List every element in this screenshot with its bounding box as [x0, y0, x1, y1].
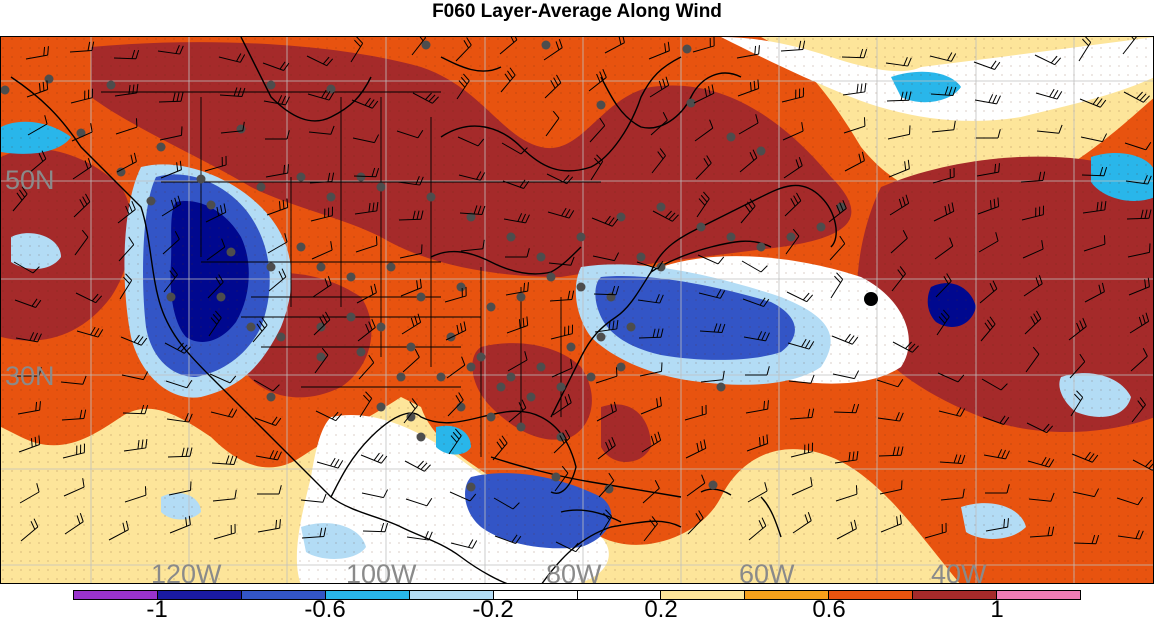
- station-marker: [697, 223, 706, 232]
- station-marker: [757, 147, 766, 156]
- station-marker: [709, 481, 718, 490]
- station-marker: [487, 303, 496, 312]
- lon-label-80w: 80W: [546, 559, 602, 584]
- station-marker: [467, 363, 476, 372]
- station-marker: [207, 201, 216, 210]
- colorbar-tick-label: -1: [146, 598, 167, 622]
- station-marker: [757, 243, 766, 252]
- station-marker: [437, 373, 446, 382]
- lon-label-100w: 100W: [346, 559, 417, 584]
- station-marker: [597, 333, 606, 342]
- station-marker: [427, 193, 436, 202]
- station-marker: [347, 273, 356, 282]
- station-marker: [317, 323, 326, 332]
- station-marker: [267, 81, 276, 90]
- station-marker: [197, 175, 206, 184]
- map-panel: 50N 30N 120W 100W 80W 60W 40W: [0, 36, 1154, 584]
- station-marker: [487, 413, 496, 422]
- station-marker: [557, 383, 566, 392]
- station-marker: [817, 223, 826, 232]
- station-marker: [617, 213, 626, 222]
- station-marker: [517, 293, 526, 302]
- station-marker: [607, 293, 616, 302]
- station-marker: [357, 173, 366, 182]
- station-marker: [683, 45, 692, 54]
- station-marker: [377, 323, 386, 332]
- station-marker: [597, 101, 606, 110]
- colorbar-tick-label: -0.2: [472, 598, 513, 622]
- station-marker: [457, 403, 466, 412]
- station-marker: [537, 363, 546, 372]
- station-marker: [542, 41, 551, 50]
- station-marker: [257, 183, 266, 192]
- station-marker: [247, 323, 256, 332]
- station-marker: [277, 333, 286, 342]
- station-marker: [157, 143, 166, 152]
- lat-label-50n: 50N: [5, 165, 55, 195]
- colorbar-tick-label: 0.6: [812, 598, 845, 622]
- station-marker: [147, 197, 156, 206]
- station-marker: [357, 348, 366, 357]
- station-marker: [507, 233, 516, 242]
- station-marker: [327, 85, 336, 94]
- highlight-station-marker: [864, 292, 878, 306]
- station-marker: [447, 333, 456, 342]
- station-marker: [387, 263, 396, 272]
- colorbar-tick-label: -0.6: [304, 598, 345, 622]
- station-marker: [167, 293, 176, 302]
- station-marker: [377, 403, 386, 412]
- station-marker: [77, 129, 86, 138]
- station-marker: [217, 293, 226, 302]
- lon-label-40w: 40W: [931, 559, 987, 584]
- station-marker: [727, 133, 736, 142]
- station-marker: [267, 263, 276, 272]
- station-marker: [477, 353, 486, 362]
- colorbar-tick-label: 0.2: [644, 598, 677, 622]
- station-marker: [657, 203, 666, 212]
- station-marker: [45, 75, 54, 84]
- station-marker: [457, 283, 466, 292]
- lon-label-120w: 120W: [151, 559, 222, 584]
- colorbar-tick-label: 1: [990, 598, 1003, 622]
- station-marker: [407, 343, 416, 352]
- station-marker: [497, 383, 506, 392]
- station-marker: [347, 313, 356, 322]
- station-marker: [227, 248, 236, 257]
- station-marker: [297, 243, 306, 252]
- field-map: 50N 30N 120W 100W 80W 60W 40W: [1, 37, 1154, 584]
- significance-stipple: [1, 37, 1154, 584]
- station-marker: [507, 373, 516, 382]
- station-marker: [417, 293, 426, 302]
- station-marker: [617, 363, 626, 372]
- station-marker: [717, 383, 726, 392]
- station-marker: [467, 483, 476, 492]
- station-marker: [327, 193, 336, 202]
- station-marker: [297, 173, 306, 182]
- station-marker: [517, 423, 526, 432]
- station-marker: [587, 373, 596, 382]
- station-marker: [552, 473, 561, 482]
- shading-layer: [1, 37, 1154, 584]
- colorbar-labels: -1 -0.6 -0.2 0.2 0.6 1: [0, 598, 1154, 622]
- station-marker: [537, 253, 546, 262]
- station-marker: [567, 343, 576, 352]
- station-marker: [107, 81, 116, 90]
- station-marker: [727, 233, 736, 242]
- station-marker: [527, 393, 536, 402]
- station-marker: [417, 433, 426, 442]
- station-marker: [637, 253, 646, 262]
- chart-title: F060 Layer-Average Along Wind: [0, 0, 1154, 30]
- station-marker: [627, 323, 636, 332]
- station-marker: [787, 233, 796, 242]
- station-marker: [317, 263, 326, 272]
- station-marker: [397, 373, 406, 382]
- lat-label-30n: 30N: [5, 361, 55, 391]
- station-marker: [577, 233, 586, 242]
- station-marker: [547, 273, 556, 282]
- station-marker: [267, 393, 276, 402]
- station-marker: [377, 183, 386, 192]
- lon-label-60w: 60W: [739, 559, 795, 584]
- station-marker: [577, 283, 586, 292]
